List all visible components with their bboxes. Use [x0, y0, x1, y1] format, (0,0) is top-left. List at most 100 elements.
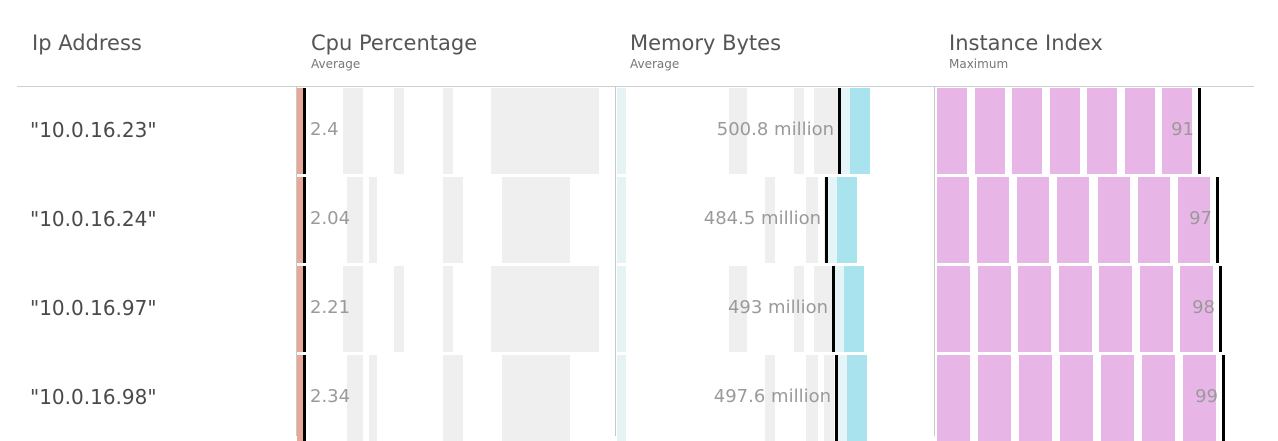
column-divider [615, 87, 616, 436]
column-title: Cpu Percentage [311, 31, 478, 55]
memory-background-bar [729, 88, 747, 174]
instance-bar-segment [937, 266, 970, 352]
column-divider [934, 87, 935, 436]
cpu-background-bar [571, 266, 599, 352]
instance-bar-segment [1087, 88, 1117, 174]
column-header-memory-bytes[interactable]: Memory Bytes Average [630, 30, 781, 71]
instance-bar-segment [1099, 266, 1132, 352]
cpu-background-bar [343, 266, 363, 352]
cpu-value-marker [303, 266, 306, 352]
header-divider [17, 86, 1254, 87]
instance-bar-segment [1012, 88, 1042, 174]
memory-value-marker [838, 88, 841, 174]
cpu-background-bar [443, 355, 463, 441]
instance-bar-segment [978, 266, 1011, 352]
column-subtitle: Average [311, 57, 361, 71]
instance-bar-segment [1140, 266, 1173, 352]
memory-background-bar [765, 177, 775, 263]
memory-background-bar [765, 355, 775, 441]
cpu-background-bar [443, 177, 463, 263]
instance-bar-segment [937, 177, 969, 263]
instance-bar-segment [1162, 88, 1192, 174]
instance-value-label: 91 [1171, 119, 1194, 140]
memory-edge-tint [617, 88, 626, 174]
cpu-bar [297, 88, 303, 174]
memory-background-bar [814, 88, 840, 174]
instance-bar-segment [1178, 177, 1210, 263]
memory-background-bar [824, 355, 834, 441]
instance-bar-segment [1019, 355, 1052, 441]
memory-value-label: 493 million [727, 297, 828, 318]
cpu-background-bar [531, 266, 571, 352]
instance-bar-segment [1018, 266, 1051, 352]
instance-bar-segment [1059, 266, 1092, 352]
instance-value-label: 98 [1192, 297, 1215, 318]
instance-bar-segment [1125, 88, 1155, 174]
cpu-background-bar [347, 355, 363, 441]
instance-bar-segment [977, 177, 1009, 263]
memory-bar [837, 177, 857, 263]
memory-value-label: 500.8 million [716, 119, 834, 140]
instance-bar-segment [1017, 177, 1049, 263]
cpu-bar [297, 355, 303, 441]
ip-address-cell[interactable]: "10.0.16.23" [30, 118, 157, 142]
cpu-background-bar [502, 355, 570, 441]
memory-background-bar [806, 177, 818, 263]
cpu-bar [297, 177, 303, 263]
instance-value-marker [1222, 355, 1225, 441]
memory-bar [847, 355, 867, 441]
memory-background-bar [729, 266, 747, 352]
memory-edge-tint [617, 355, 626, 441]
column-title: Ip Address [32, 31, 142, 55]
instance-bar-segment [1098, 177, 1130, 263]
memory-background-bar [806, 355, 818, 441]
cpu-background-bar [394, 88, 404, 174]
cpu-background-bar [443, 88, 453, 174]
memory-value-marker [835, 355, 838, 441]
cpu-value-marker [303, 355, 306, 441]
memory-value-label: 484.5 million [703, 208, 821, 229]
cpu-value-label: 2.34 [310, 386, 351, 407]
instance-bar-segment [1138, 177, 1170, 263]
memory-background-bar [828, 177, 837, 263]
memory-edge-tint [617, 266, 626, 352]
column-header-ip-address[interactable]: Ip Address [32, 30, 142, 57]
memory-edge-tint [617, 177, 626, 263]
column-divider [296, 87, 297, 436]
cpu-value-label: 2.04 [310, 208, 351, 229]
instance-bar-segment [1180, 266, 1213, 352]
instance-bar-segment [1060, 355, 1093, 441]
memory-background-bar [835, 266, 844, 352]
column-subtitle: Average [630, 57, 680, 71]
ip-address-cell[interactable]: "10.0.16.98" [30, 385, 157, 409]
cpu-background-bar [347, 177, 363, 263]
ip-address-cell[interactable]: "10.0.16.24" [30, 207, 157, 231]
memory-background-bar [794, 88, 804, 174]
instance-bar-segment [937, 355, 970, 441]
memory-background-bar [838, 355, 847, 441]
instance-value-marker [1198, 88, 1201, 174]
memory-background-bar [794, 266, 804, 352]
cpu-background-bar [369, 355, 377, 441]
cpu-background-bar [571, 88, 599, 174]
instance-bar-segment [1183, 355, 1216, 441]
cpu-value-label: 2.4 [310, 119, 339, 140]
column-header-cpu-percentage[interactable]: Cpu Percentage Average [311, 30, 477, 71]
memory-value-label: 497.6 million [713, 386, 831, 407]
cpu-background-bar [394, 266, 404, 352]
memory-background-bar [841, 88, 850, 174]
cpu-value-marker [303, 177, 306, 263]
instance-bar-segment [1057, 177, 1089, 263]
cpu-background-bar [369, 177, 377, 263]
cpu-value-marker [303, 88, 306, 174]
instance-value-marker [1216, 177, 1219, 263]
cpu-background-bar [343, 88, 363, 174]
memory-value-marker [832, 266, 835, 352]
column-title: Instance Index [949, 31, 1103, 55]
cpu-background-bar [491, 266, 531, 352]
ip-address-cell[interactable]: "10.0.16.97" [30, 296, 157, 320]
column-header-instance-index[interactable]: Instance Index Maximum [949, 30, 1103, 71]
memory-bar [844, 266, 864, 352]
instance-bar-segment [975, 88, 1005, 174]
cpu-background-bar [502, 177, 570, 263]
